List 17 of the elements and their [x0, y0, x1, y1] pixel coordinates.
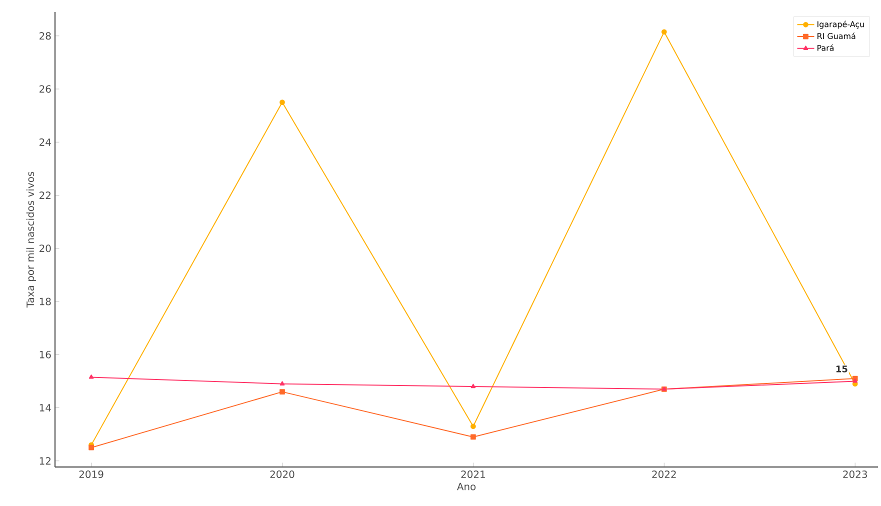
- x-tick-label: 2022: [652, 470, 676, 478]
- x-tick-label: 2021: [461, 470, 485, 478]
- y-tick-label: 26: [40, 85, 51, 93]
- y-axis-title: Taxa por mil nascidos vivos: [26, 172, 36, 308]
- x-tick-label: 2020: [270, 470, 294, 478]
- x-tick-label: 2019: [79, 470, 104, 478]
- y-tick-label: 18: [40, 298, 51, 306]
- annotation: 15: [836, 366, 848, 372]
- y-tick-label: 16: [40, 350, 51, 358]
- y-tick-label: 14: [40, 404, 51, 412]
- y-tick-label: 24: [40, 138, 51, 146]
- x-tick-label: 2023: [843, 470, 867, 478]
- y-tick-label: 22: [40, 192, 50, 199]
- y-tick-label: 28: [40, 32, 51, 40]
- y-tick-label: 20: [40, 244, 51, 252]
- x-axis-title: Ano: [456, 482, 476, 490]
- y-tick-label: 12: [40, 457, 50, 465]
